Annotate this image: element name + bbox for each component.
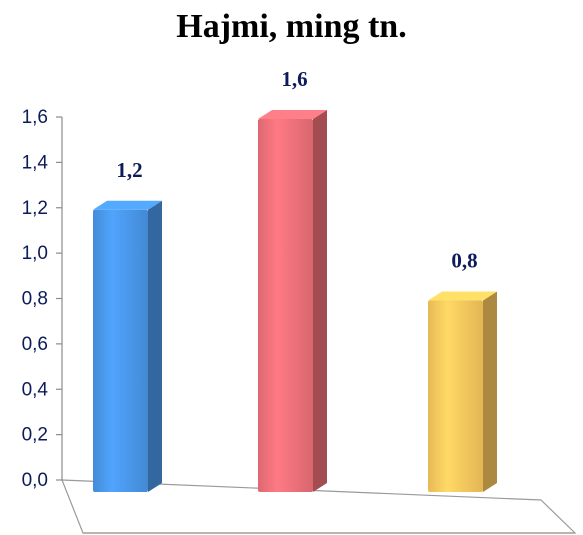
bar-side	[313, 110, 327, 492]
y-tick-label: 1,2	[22, 198, 48, 219]
data-label: 1,6	[281, 67, 307, 91]
bar-top	[93, 200, 162, 210]
bar-front	[93, 209, 148, 492]
bar-front	[428, 300, 483, 492]
y-tick-label: 1,6	[22, 107, 48, 128]
y-tick-label: 0,0	[22, 470, 48, 491]
bar	[428, 291, 497, 492]
bar-top	[258, 110, 327, 119]
y-tick-label: 1,4	[22, 152, 49, 173]
bar	[258, 110, 327, 492]
data-label: 0,8	[451, 249, 477, 273]
y-tick-label: 0,8	[22, 289, 48, 310]
bar	[93, 200, 162, 492]
y-tick-label: 1,0	[22, 243, 48, 264]
bar-top	[428, 291, 497, 301]
bar-front	[258, 119, 313, 492]
y-tick-label: 0,4	[22, 379, 49, 400]
y-tick-label: 0,6	[22, 334, 48, 355]
bar-side	[483, 291, 497, 492]
bar-side	[148, 200, 162, 492]
y-tick-label: 0,2	[22, 425, 48, 446]
data-label: 1,2	[116, 158, 142, 182]
chart-title: Hajmi, ming tn.	[176, 8, 407, 45]
